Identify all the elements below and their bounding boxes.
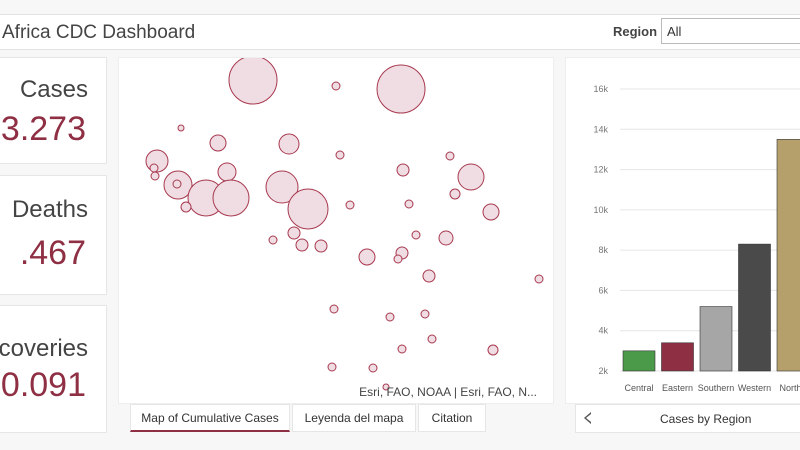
deaths-value: .467 bbox=[19, 234, 86, 272]
map-marker[interactable] bbox=[268, 235, 278, 245]
bar-chart: 2k 4k 6k 8k 10k 12k 14k 16k Central Eastern Southe… bbox=[593, 84, 800, 393]
map-marker[interactable] bbox=[209, 134, 227, 152]
map-marker[interactable] bbox=[172, 179, 182, 189]
map-marker[interactable] bbox=[449, 188, 461, 200]
map-marker[interactable] bbox=[358, 248, 376, 266]
map-marker[interactable] bbox=[534, 274, 544, 284]
y-tick-label: 2k bbox=[598, 366, 608, 376]
bar[interactable] bbox=[661, 342, 694, 372]
x-tick-label: Central bbox=[624, 383, 653, 393]
map-marker[interactable] bbox=[295, 238, 309, 252]
page-title: Africa CDC Dashboard bbox=[2, 22, 196, 43]
y-tick-label: 16k bbox=[593, 84, 608, 94]
map-marker[interactable] bbox=[212, 179, 250, 217]
map-marker[interactable] bbox=[420, 309, 430, 319]
y-tick-label: 6k bbox=[598, 285, 608, 295]
cases-map[interactable]: Esri, FAO, NOAA | Esri, FAO, N... bbox=[118, 57, 554, 404]
map-marker[interactable] bbox=[487, 344, 499, 356]
x-tick-label: Southern bbox=[698, 383, 735, 393]
map-marker[interactable] bbox=[265, 170, 299, 204]
bar[interactable] bbox=[699, 306, 733, 372]
region-label: Region bbox=[613, 24, 658, 39]
tab-map-of-cumulative-cases[interactable]: Map of Cumulative Cases bbox=[130, 404, 290, 432]
deaths-label: Deaths bbox=[11, 196, 88, 223]
y-tick-label: 14k bbox=[593, 124, 608, 134]
x-tick-label: Western bbox=[738, 383, 771, 393]
map-marker[interactable] bbox=[335, 150, 345, 160]
y-tick-label: 8k bbox=[598, 245, 608, 255]
map-markers[interactable] bbox=[119, 58, 555, 405]
y-tick-label: 10k bbox=[593, 205, 608, 215]
recoveries-card: coveries 0.091 bbox=[0, 305, 107, 433]
map-marker[interactable] bbox=[457, 163, 485, 191]
map-marker[interactable] bbox=[482, 203, 500, 221]
map-marker[interactable] bbox=[327, 362, 337, 372]
map-marker[interactable] bbox=[287, 226, 301, 240]
map-marker[interactable] bbox=[287, 188, 329, 230]
cases-label: Cases bbox=[19, 76, 88, 103]
map-marker[interactable] bbox=[217, 162, 237, 182]
map-marker[interactable] bbox=[445, 151, 455, 161]
map-marker[interactable] bbox=[382, 383, 390, 391]
map-marker[interactable] bbox=[422, 269, 436, 283]
tab-leyenda-del-mapa[interactable]: Leyenda del mapa bbox=[292, 404, 416, 432]
map-marker[interactable] bbox=[393, 254, 403, 264]
map-marker[interactable] bbox=[329, 304, 339, 314]
map-marker[interactable] bbox=[331, 81, 341, 91]
map-marker[interactable] bbox=[278, 133, 300, 155]
map-marker[interactable] bbox=[314, 239, 328, 253]
map-marker[interactable] bbox=[438, 230, 454, 246]
map-marker[interactable] bbox=[150, 171, 160, 181]
recoveries-label: coveries bbox=[0, 335, 88, 362]
recoveries-value: 0.091 bbox=[0, 366, 86, 404]
map-marker[interactable] bbox=[228, 58, 278, 105]
map-marker[interactable] bbox=[345, 200, 355, 210]
map-marker[interactable] bbox=[368, 363, 378, 373]
cases-card: Cases 3.273 bbox=[0, 57, 107, 164]
map-marker[interactable] bbox=[396, 163, 410, 177]
y-tick-label: 4k bbox=[598, 326, 608, 336]
chart-footer: Cases by Region bbox=[575, 404, 800, 433]
chart-caption: Cases by Region bbox=[660, 412, 752, 426]
previous-arrow-icon[interactable] bbox=[584, 412, 591, 424]
map-attribution: Esri, FAO, NOAA | Esri, FAO, N... bbox=[359, 385, 537, 399]
map-marker[interactable] bbox=[385, 312, 395, 322]
map-marker[interactable] bbox=[149, 163, 159, 173]
region-select[interactable]: All bbox=[661, 18, 800, 44]
y-tick-label: 12k bbox=[593, 165, 608, 175]
bar[interactable] bbox=[738, 243, 771, 372]
header-bar: Africa CDC Dashboard Region All bbox=[0, 14, 800, 50]
map-marker[interactable] bbox=[180, 201, 192, 213]
bar[interactable] bbox=[622, 350, 656, 372]
deaths-card: Deaths .467 bbox=[0, 175, 107, 295]
bar[interactable] bbox=[776, 139, 800, 372]
cases-value: 3.273 bbox=[0, 110, 86, 148]
map-marker[interactable] bbox=[404, 199, 414, 209]
map-marker[interactable] bbox=[411, 230, 421, 240]
map-marker[interactable] bbox=[427, 334, 437, 344]
x-tick-label: Northe bbox=[779, 383, 800, 393]
x-tick-label: Eastern bbox=[662, 383, 693, 393]
cases-by-region-chart: 2k 4k 6k 8k 10k 12k 14k 16k Central Eastern Southe… bbox=[565, 57, 800, 404]
map-marker[interactable] bbox=[397, 344, 407, 354]
map-marker[interactable] bbox=[177, 124, 185, 132]
map-marker[interactable] bbox=[376, 64, 426, 114]
tab-citation[interactable]: Citation bbox=[418, 404, 486, 432]
